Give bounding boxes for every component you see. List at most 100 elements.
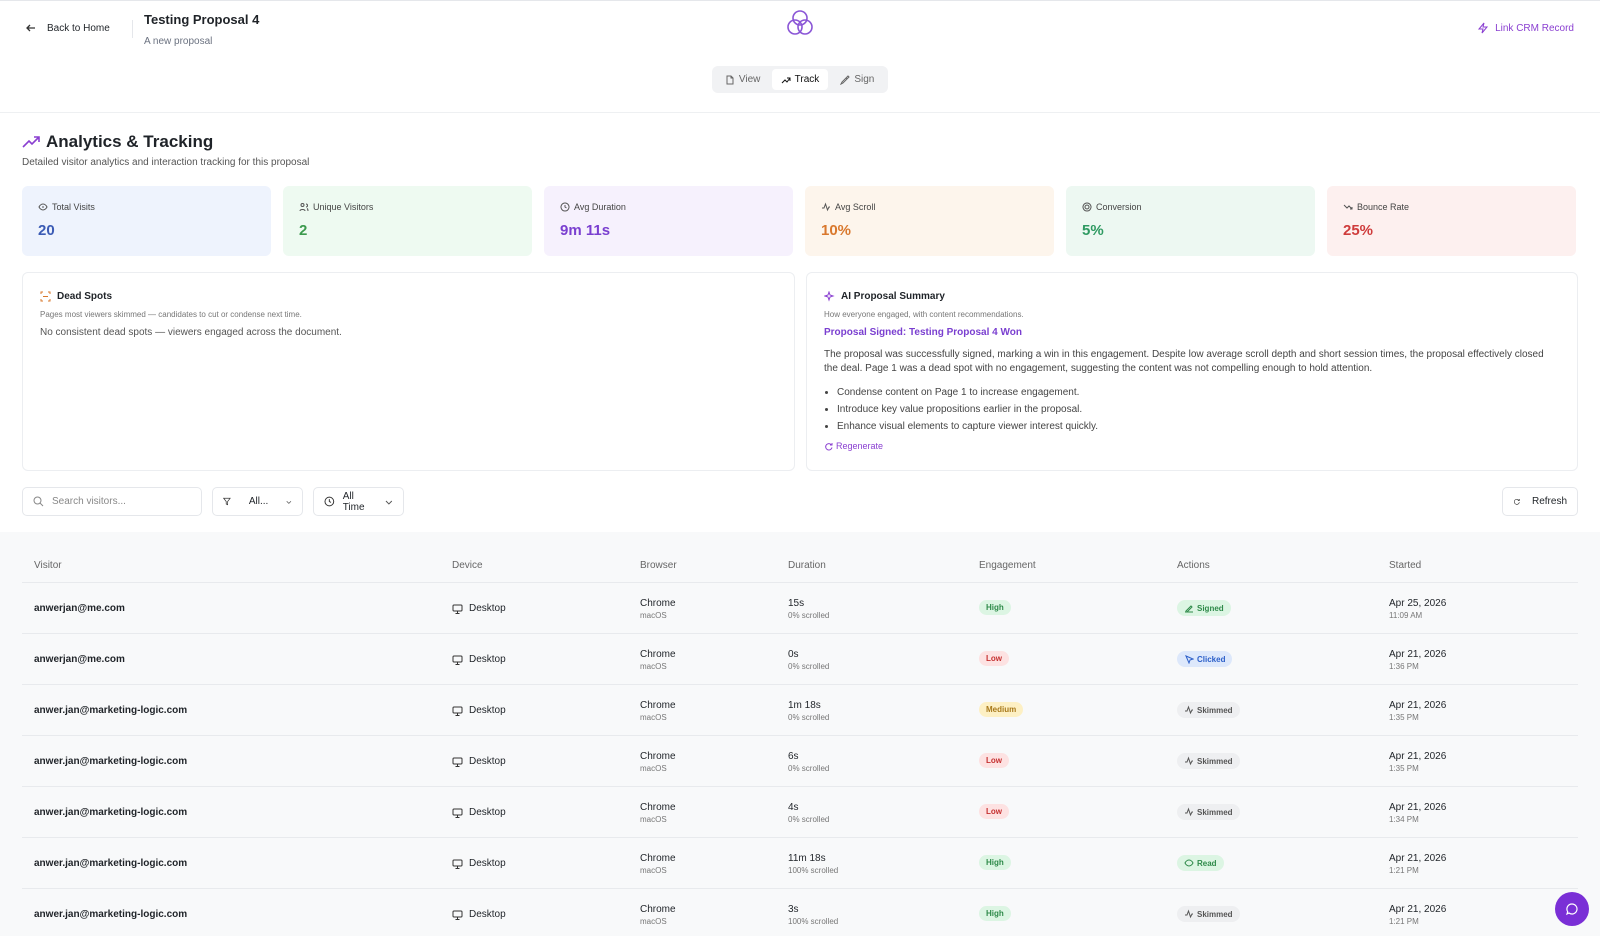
start-date: Apr 21, 2026 [1389, 648, 1447, 660]
column-header: Device [452, 560, 483, 571]
visitor-cell: anwer.jan@marketing-logic.com [34, 787, 187, 838]
stat-label-text: Avg Scroll [835, 202, 876, 212]
table-row[interactable]: anwerjan@me.com Desktop Chrome macOS 15s 0% s… [22, 582, 1578, 633]
dead-spots-heading: Dead Spots [40, 291, 777, 302]
started-cell: Apr 21, 2026 1:21 PM [1389, 838, 1446, 889]
bullet: Condense content on Page 1 to increase e… [837, 384, 1560, 401]
ai-summary-description: How everyone engaged, with content recom… [824, 310, 1024, 319]
stat-card: Total Visits 20 [22, 186, 271, 256]
ai-summary-panel: AI Proposal Summary How everyone engaged… [806, 272, 1578, 471]
stat-label: Bounce Rate [1343, 202, 1560, 212]
table-row[interactable]: anwerjan@me.com Desktop Chrome macOS 0s 0% sc… [22, 633, 1578, 684]
refresh-button[interactable]: Refresh [1502, 487, 1578, 516]
device-name: Desktop [469, 909, 506, 920]
icon [781, 77, 791, 83]
duration-cell: 3s 100% scrolled [788, 889, 838, 936]
back-link[interactable]: Back to Home [25, 22, 110, 34]
stat-label: Unique Visitors [299, 202, 516, 212]
proposal-subtitle: A new proposal [144, 36, 213, 47]
search-box[interactable]: Search visitors... [22, 487, 202, 516]
link-crm-text[interactable]: Link CRM Record [1495, 22, 1574, 34]
icon [1185, 705, 1193, 715]
stat-label-text: Conversion [1096, 202, 1142, 212]
column-header: Duration [788, 560, 826, 571]
ai-summary-body: The proposal was successfully signed, ma… [824, 349, 1544, 374]
scroll-depth: 0% scrolled [788, 712, 830, 722]
monitor-icon [452, 757, 463, 767]
column-header: Engagement [979, 560, 1036, 571]
stat-label-text: Bounce Rate [1357, 202, 1410, 212]
visitor-cell: anwer.jan@marketing-logic.com [34, 685, 187, 736]
regenerate-text[interactable]: Regenerate [836, 441, 884, 451]
tab-label[interactable]: View [738, 74, 761, 85]
visitor-email: anwer.jan@marketing-logic.com [34, 807, 188, 818]
device: Desktop [452, 705, 506, 716]
sparkle-icon [824, 291, 835, 302]
browser-cell: Chrome macOS [640, 838, 676, 889]
dead-spots-title: Dead Spots [57, 291, 113, 302]
monitor-icon [452, 910, 463, 920]
browser-cell: Chrome macOS [640, 583, 676, 634]
action-text: Skimmed [1197, 909, 1233, 919]
duration-cell: 15s 0% scrolled [788, 583, 829, 634]
duration-cell: 1m 18s 0% scrolled [788, 685, 829, 736]
chat-button[interactable] [1555, 892, 1589, 926]
tab[interactable]: Track [772, 69, 828, 90]
engagement-badge: Medium [979, 702, 1024, 717]
start-time: 1:35 PM [1389, 763, 1419, 773]
clock-icon [324, 496, 335, 507]
table-row[interactable]: anwer.jan@marketing-logic.com Desktop Chro… [22, 735, 1578, 786]
start-time: 1:35 PM [1389, 712, 1419, 722]
device-name: Desktop [469, 603, 506, 614]
refresh-text[interactable]: Refresh [1531, 496, 1567, 507]
action-badge: Read [1177, 855, 1224, 871]
time-filter[interactable]: All Time [313, 487, 404, 516]
chevron [385, 500, 393, 505]
visitor-email: anwer.jan@marketing-logic.com [34, 705, 188, 716]
visitor-cell: anwer.jan@marketing-logic.com [34, 889, 187, 936]
engagement-badge: High [979, 855, 1011, 870]
tab-label[interactable]: Track [794, 74, 820, 85]
table-row[interactable]: anwer.jan@marketing-logic.com Desktop Chro… [22, 888, 1578, 936]
monitor-icon [452, 859, 463, 869]
stat-value: 25% [1343, 222, 1374, 239]
table-row[interactable]: anwer.jan@marketing-logic.com Desktop Chro… [22, 684, 1578, 735]
start-date: Apr 21, 2026 [1389, 852, 1447, 864]
stat-value: 10% [821, 222, 852, 239]
duration-cell: 0s 0% scrolled [788, 634, 829, 685]
start-date: Apr 21, 2026 [1389, 903, 1447, 915]
action-badge: Skimmed [1177, 753, 1240, 769]
device-name: Desktop [469, 654, 506, 665]
visitor-cell: anwer.jan@marketing-logic.com [34, 838, 187, 889]
device-cell: Desktop [452, 787, 506, 838]
tab[interactable]: Sign [830, 69, 885, 90]
table-row[interactable]: anwer.jan@marketing-logic.com Desktop Chro… [22, 837, 1578, 888]
device-cell: Desktop [452, 685, 506, 736]
tab[interactable]: View [715, 69, 770, 90]
regenerate[interactable]: Regenerate [824, 441, 1560, 451]
trend-icon [22, 136, 40, 148]
status-filter[interactable]: All... [212, 487, 303, 516]
icon [726, 75, 734, 84]
back-text[interactable]: Back to Home [47, 22, 110, 34]
os: macOS [640, 763, 667, 773]
stat-label: Total Visits [38, 202, 255, 212]
action-cell: Read [1177, 855, 1224, 871]
tab-label[interactable]: Sign [854, 74, 875, 85]
action-cell: Skimmed [1177, 906, 1240, 922]
scroll-depth: 100% scrolled [788, 916, 839, 926]
action-text: Skimmed [1197, 807, 1233, 817]
start-time: 11:09 AM [1389, 610, 1423, 620]
link-crm[interactable]: Link CRM Record [1477, 22, 1574, 34]
table-row[interactable]: anwer.jan@marketing-logic.com Desktop Chro… [22, 786, 1578, 837]
duration: 0s [788, 648, 799, 660]
icon [1185, 756, 1193, 766]
refresh-icon [1513, 498, 1520, 505]
action-badge: Skimmed [1177, 702, 1240, 718]
header-border [0, 112, 1600, 113]
column-header: Browser [640, 560, 677, 571]
engagement-cell: High [979, 855, 1011, 870]
top-border [0, 0, 1600, 1]
duration: 3s [788, 903, 799, 915]
visitors-table: Visitor Device Browser Duration Engagement Ac… [0, 532, 1600, 936]
